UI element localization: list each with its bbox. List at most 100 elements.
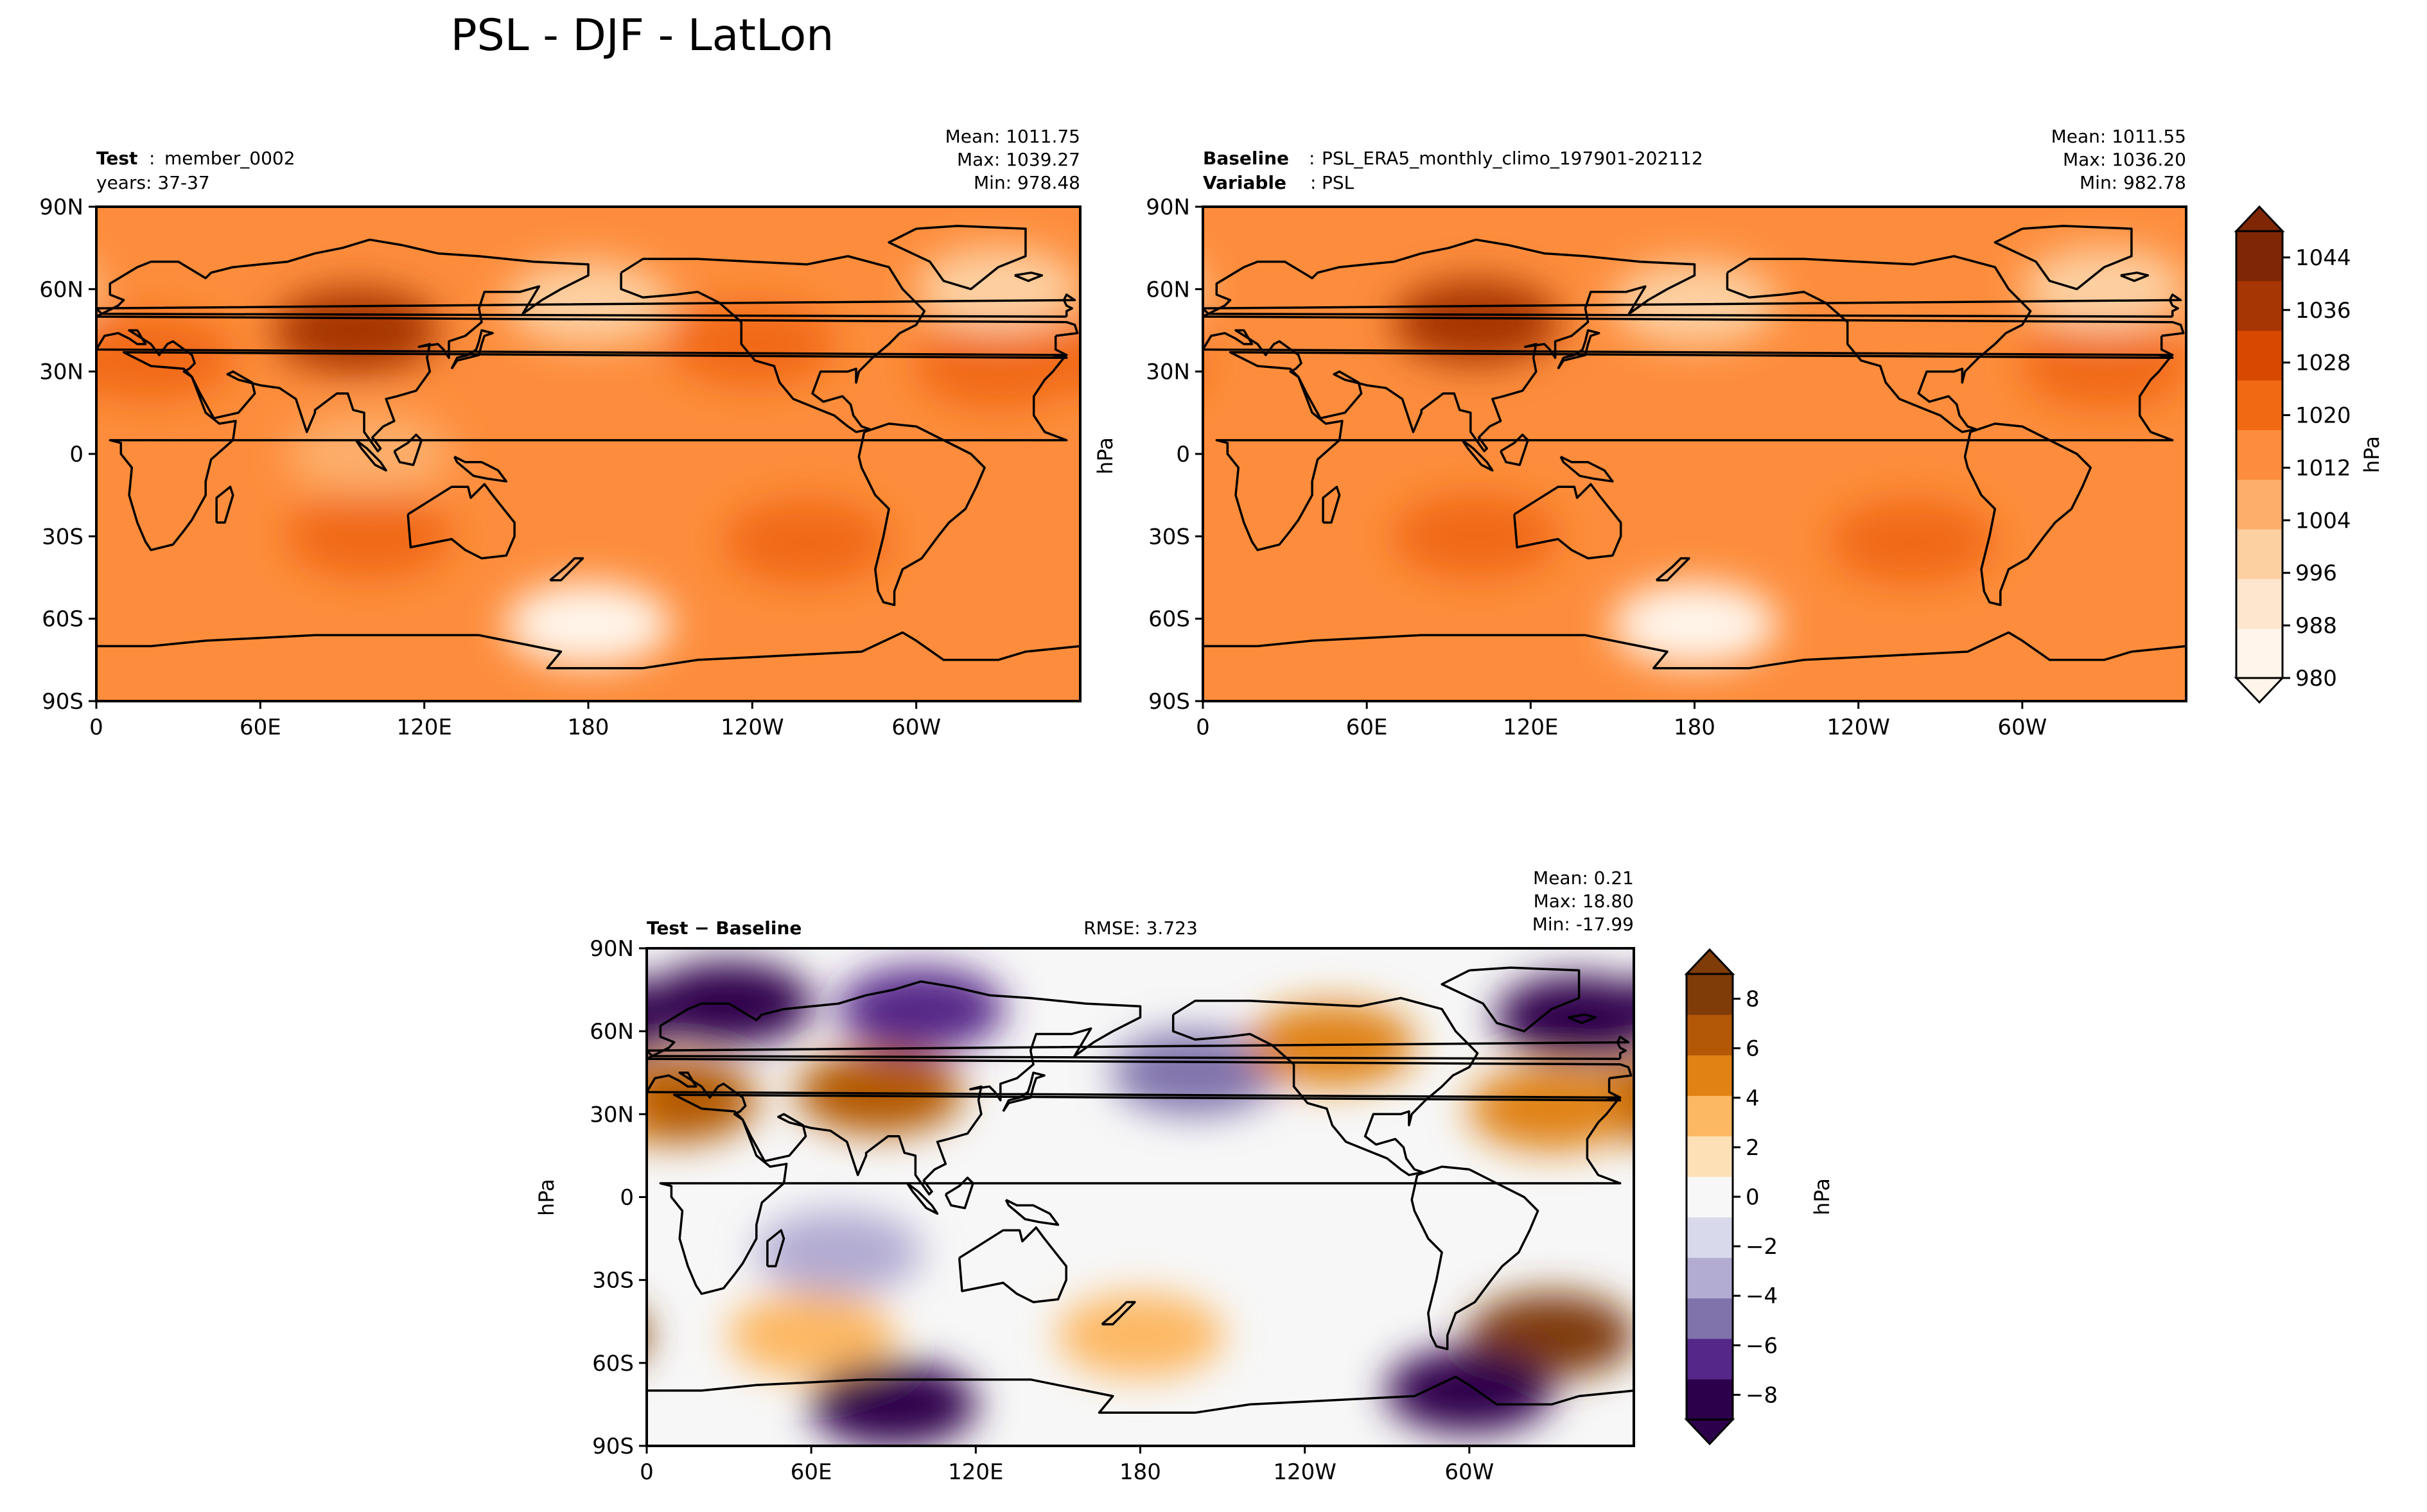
lat-tick-label: 90S: [1148, 689, 1190, 715]
colorbar-tick-label: 1012: [2295, 455, 2351, 481]
coastline-africa: [659, 1093, 1622, 1295]
field-anomaly-blob: [2098, 1030, 2266, 1115]
coastline-greenland: [888, 225, 1027, 291]
lon-tick-label: 0: [89, 715, 103, 740]
test-stat-mean: Mean: 1011.75: [945, 126, 1080, 147]
lon-tick-label: 60E: [791, 1459, 832, 1485]
coastline-new-zealand: [1655, 557, 1690, 582]
coastline-new-guinea: [453, 455, 508, 483]
test-title-sep: :: [149, 148, 155, 169]
lon-tick-label: 60E: [1346, 715, 1388, 740]
colorbar-tick-label: 988: [2295, 613, 2337, 639]
colorbar-segment: [2236, 330, 2282, 381]
lon-tick-label: 0: [640, 1459, 654, 1485]
baseline-ylabel: hPa: [1093, 437, 1117, 474]
field-anomaly-blob: [1056, 1292, 1225, 1378]
field-anomaly-blob: [1495, 975, 1634, 1060]
field-anomaly-blob: [1783, 1050, 1950, 1134]
coastline-eurasia-wrap: [0, 239, 94, 451]
colorbar-extend-max: [2234, 205, 2285, 232]
field-anomaly-blob: [286, 494, 453, 578]
coastline-north-america: [1171, 996, 1479, 1176]
colorbar-segment: [1687, 1257, 1733, 1299]
lon-tick-label: 120E: [396, 715, 451, 740]
lat-tick-label: 30N: [39, 360, 83, 385]
coastline-borneo: [393, 433, 423, 466]
field-anomaly-blob: [755, 1210, 923, 1295]
colorbar-segment: [1687, 1378, 1733, 1420]
coastline-australia: [1513, 483, 1622, 560]
field-anomaly-blob: [1715, 1293, 1882, 1378]
colorbar-tick-label: 1020: [2295, 403, 2351, 429]
test-years: years: 37-37: [96, 172, 210, 193]
colorbar-diff: −8 −6 −4 −2 0 2 4 6 8 hPa: [1684, 948, 1834, 1446]
colorbar-tick-label: 1028: [2295, 351, 2351, 376]
coastline-north-america: [620, 255, 926, 433]
lon-tick-label: 120W: [1273, 1459, 1336, 1485]
coastline-uk-wrap: [0, 1037, 642, 1059]
coastline-australia: [407, 483, 516, 560]
colorbar-frame: [2235, 230, 2284, 679]
baseline-variable-bold: Variable: [1203, 172, 1286, 193]
colorbar-segment: [1687, 1298, 1733, 1339]
field-anomaly-blob: [261, 1003, 429, 1088]
field-anomaly-blob: [124, 1030, 292, 1115]
colorbar-extend-min: [1684, 1418, 1735, 1446]
colorbar-segment: [1687, 1338, 1733, 1380]
colorbar-segment: [1687, 1217, 1733, 1258]
coastline-eurasia-wrap: [0, 982, 644, 1195]
field-anomaly-blob: [1797, 1362, 1965, 1447]
field-anomaly-blob: [2376, 280, 2427, 364]
colorbar-segment: [1687, 1014, 1733, 1056]
lat-tick-label: 60S: [42, 607, 83, 632]
baseline-stat-max: Max: 1036.20: [2063, 149, 2186, 170]
coastline-new-guinea: [1559, 455, 1614, 483]
coastline-antarctica: [96, 631, 1080, 701]
field-anomaly-blob: [1385, 1348, 1554, 1433]
lon-tick-label: 180: [568, 715, 609, 740]
colorbar-tick-label: 1036: [2295, 298, 2351, 324]
field-anomaly-blob: [1824, 967, 1992, 1052]
colorbar-tick-label: 1044: [2295, 245, 2351, 271]
lon-tick-label: 120E: [1503, 715, 1558, 740]
lon-tick-label: 0: [1196, 715, 1210, 740]
colorbar-segment: [1687, 1055, 1733, 1096]
field-anomaly-blob: [504, 582, 672, 666]
coastline-south-america: [1963, 422, 2092, 607]
coastline-antarctica: [647, 1375, 1634, 1446]
field-anomaly-blob: [1392, 494, 1560, 578]
coastline-uk: [647, 1036, 1630, 1060]
field-anomaly-blob: [809, 1362, 977, 1446]
colorbar-segment: [2236, 231, 2282, 281]
baseline-stat-mean: Mean: 1011.55: [2051, 126, 2186, 147]
field-anomaly-blob: [272, 288, 440, 372]
lat-tick-label: 60N: [39, 277, 83, 302]
colorbar-psl: 980 988 996 1004 1012 1020 1028 1036 1044 hPa: [2234, 205, 2384, 704]
field-anomaly-blob: [504, 261, 672, 345]
coastline-greenland: [1441, 966, 1581, 1032]
coastline-japan: [1002, 1072, 1046, 1112]
coastline-new-guinea: [1004, 1199, 1060, 1226]
coastline-madagascar: [1322, 485, 1341, 524]
colorbar-segment: [1687, 974, 1733, 1015]
lat-tick-label: 60S: [1148, 607, 1190, 632]
coastline-eurasia: [647, 980, 1633, 1195]
coastline-iceland: [2120, 271, 2150, 282]
lon-tick-label: 60W: [1444, 1459, 1494, 1485]
lon-tick-label: 60E: [240, 715, 281, 740]
lat-tick-label: 90S: [42, 689, 83, 715]
colorbar-tick-label: −6: [1746, 1333, 1778, 1359]
field-anomaly-blob: [398, 1348, 566, 1433]
field-anomaly-blob: [1611, 582, 1778, 666]
colorbar-segment: [2236, 430, 2282, 480]
lat-tick-label: 90N: [39, 195, 83, 220]
colorbar-tick-label: −2: [1746, 1234, 1778, 1260]
panel-baseline: Baseline : PSL_ERA5_monthly_climo_197901…: [1093, 126, 2427, 740]
lat-tick-label: 60S: [592, 1351, 634, 1377]
lon-tick-label: 60W: [1997, 715, 2047, 740]
field-anomaly-blob: [669, 302, 836, 387]
colorbar-tick-label: 996: [2295, 560, 2337, 586]
colorbar-tick-label: 0: [1746, 1185, 1760, 1210]
colorbar-segment: [2236, 628, 2282, 679]
